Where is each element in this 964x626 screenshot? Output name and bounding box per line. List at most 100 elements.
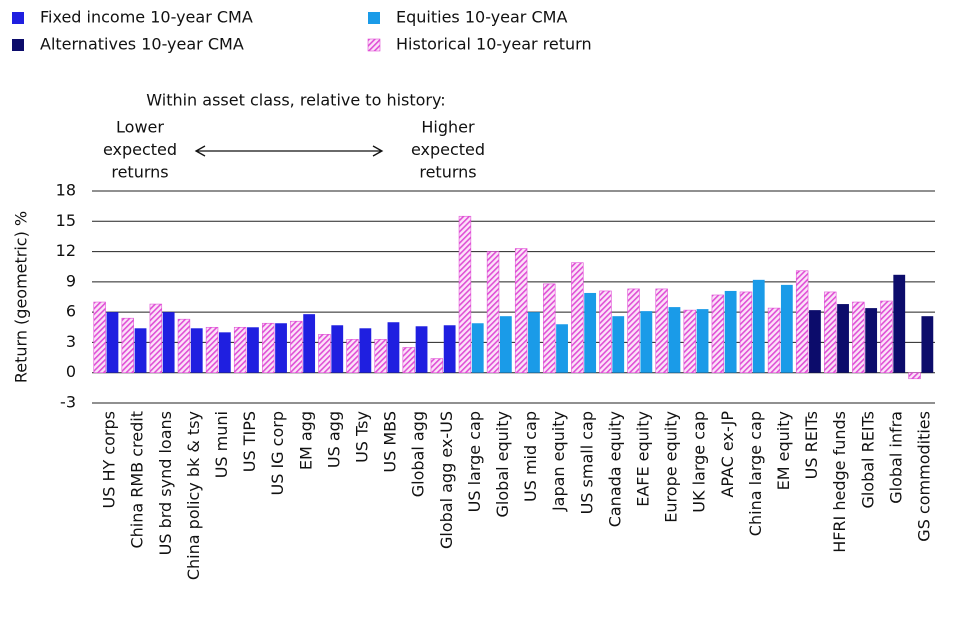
bar — [780, 284, 793, 373]
bar — [205, 326, 219, 374]
bar — [640, 311, 653, 373]
x-tick-label: Global agg — [409, 411, 428, 497]
x-tick-label: EM equity — [774, 411, 793, 490]
x-tick-label: US mid cap — [521, 411, 540, 502]
x-tick-label: US MBS — [381, 411, 400, 473]
bar — [162, 312, 175, 373]
bar — [571, 262, 584, 374]
legend-swatch — [12, 39, 24, 51]
bar — [528, 312, 540, 373]
legend-swatch — [368, 12, 380, 24]
bar — [696, 309, 709, 373]
legend-swatch — [367, 38, 381, 52]
bar — [471, 323, 484, 373]
arrow-heads — [194, 145, 384, 157]
bar — [556, 324, 568, 373]
bar — [655, 288, 668, 374]
y-tick-label: -3 — [60, 393, 76, 412]
bar — [346, 339, 359, 374]
x-tick-label: US TIPS — [240, 411, 259, 472]
y-axis-title: Return (geometric) % — [12, 211, 31, 383]
annotation-lower: returns — [111, 163, 168, 182]
bar — [93, 301, 106, 374]
bar — [809, 310, 821, 373]
bar — [134, 328, 147, 373]
bar — [303, 314, 316, 373]
bar — [190, 328, 203, 373]
bar — [387, 322, 400, 373]
bar — [543, 283, 556, 374]
y-tick-label: 9 — [66, 271, 76, 290]
annotation-higher: Higher — [421, 118, 475, 137]
x-tick-label: Japan equity — [549, 411, 568, 512]
bar — [177, 318, 191, 374]
bar — [724, 290, 737, 373]
bar — [106, 312, 119, 373]
annotation-lower: Lower — [116, 118, 164, 137]
bar — [149, 303, 163, 374]
bar — [893, 274, 906, 373]
legend-label: Historical 10-year return — [396, 35, 592, 54]
x-tick-label: APAC ex-JP — [718, 411, 737, 498]
legend-swatch — [12, 12, 24, 24]
x-tick-label: Global REITs — [858, 411, 877, 509]
y-tick-label: 15 — [56, 211, 76, 230]
bar — [612, 316, 625, 373]
bar — [865, 308, 878, 373]
bar — [275, 323, 287, 373]
bar — [458, 215, 472, 374]
x-tick-label: EM agg — [296, 411, 315, 470]
x-tick-label: China RMB credit — [128, 411, 147, 549]
bar — [499, 316, 512, 373]
bar — [880, 300, 893, 374]
x-tick-label: Europe equity — [662, 411, 681, 523]
x-tick-label: Global agg ex-US — [437, 411, 456, 549]
bar — [430, 358, 444, 374]
bar — [121, 317, 134, 374]
bar — [262, 322, 275, 374]
x-tick-label: Global infra — [886, 411, 905, 504]
bar — [795, 270, 809, 374]
bar — [514, 248, 528, 374]
x-tick-label: US large cap — [465, 411, 484, 512]
x-tick-label: Global equity — [493, 411, 512, 517]
x-tick-label: US small cap — [577, 411, 596, 514]
y-tick-label: 0 — [66, 362, 76, 381]
x-tick-label: China policy bk & tsy — [184, 411, 203, 580]
bar — [374, 339, 387, 374]
x-tick-label: EAFE equity — [633, 411, 652, 507]
bar — [331, 325, 344, 373]
x-tick-label: US muni — [212, 411, 231, 478]
bar — [711, 294, 725, 374]
x-tick-label: US REITs — [802, 411, 821, 479]
bar — [683, 309, 696, 374]
x-tick-label: US Tsy — [352, 411, 371, 463]
bar — [443, 325, 456, 373]
bar — [767, 307, 781, 374]
legend-label: Equities 10-year CMA — [396, 8, 567, 27]
legend-label: Fixed income 10-year CMA — [40, 8, 253, 27]
x-tick-label: US IG corp — [268, 411, 287, 495]
y-tick-label: 3 — [66, 332, 76, 351]
bar — [402, 347, 415, 374]
bar — [290, 320, 303, 374]
annotation-lower: expected — [103, 140, 177, 159]
annotation-higher: expected — [411, 140, 485, 159]
legend-label: Alternatives 10-year CMA — [40, 35, 244, 54]
bar — [908, 372, 921, 380]
x-tick-label: US agg — [324, 411, 343, 468]
bar — [218, 332, 231, 373]
y-tick-label: 12 — [56, 241, 76, 260]
bar — [824, 291, 837, 374]
bar — [359, 328, 372, 373]
annotation-higher: returns — [419, 163, 476, 182]
bar — [584, 292, 597, 373]
bar — [852, 301, 865, 374]
bar — [247, 327, 259, 373]
bar — [599, 290, 612, 374]
bar — [318, 334, 331, 374]
x-tick-label: Canada equity — [605, 411, 624, 527]
bar — [837, 304, 849, 373]
y-tick-label: 18 — [56, 181, 76, 200]
